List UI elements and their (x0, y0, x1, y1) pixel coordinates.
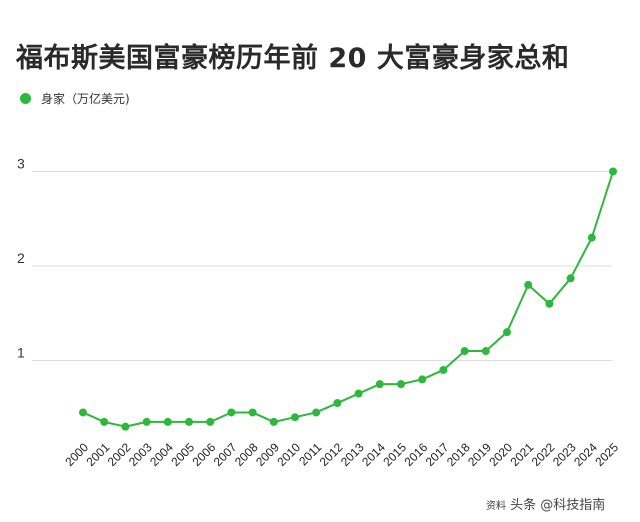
data-point (524, 280, 533, 289)
data-point (206, 417, 215, 426)
y-tick-label: 3 (17, 156, 25, 172)
data-point (291, 413, 299, 422)
legend-label: 身家（万亿美元) (41, 92, 130, 106)
data-point (545, 299, 554, 308)
data-point (269, 417, 278, 426)
y-tick-label: 2 (17, 250, 25, 266)
data-point (227, 408, 236, 417)
data-point (185, 417, 193, 426)
data-point (566, 274, 575, 283)
y-tick-label: 1 (17, 345, 25, 361)
data-point (418, 375, 427, 384)
data-point (375, 380, 384, 389)
chart-title: 福布斯美国富豪榜历年前 20 大富豪身家总和 (16, 43, 570, 74)
data-point (248, 408, 257, 417)
data-point (79, 408, 87, 417)
data-point (312, 408, 321, 417)
data-point (142, 417, 151, 426)
data-point (481, 347, 490, 356)
legend-marker-icon (20, 93, 31, 104)
data-point (460, 347, 469, 356)
data-point (503, 328, 511, 337)
data-point (587, 233, 596, 242)
data-point (333, 399, 342, 408)
data-point (354, 389, 363, 398)
data-point (609, 167, 617, 176)
x-tick-label: 2025 (592, 440, 621, 469)
data-point (163, 417, 172, 426)
data-point (439, 365, 448, 374)
series-line (82, 171, 614, 428)
data-point (100, 417, 109, 426)
data-point (397, 380, 405, 389)
watermark-prefix: 资料 (486, 501, 506, 512)
legend: 身家（万亿美元) (20, 90, 130, 107)
watermark-text: 头条 @科技指南 (510, 498, 606, 513)
watermark: 资料 头条 @科技指南 (486, 494, 605, 513)
data-point (121, 422, 130, 431)
